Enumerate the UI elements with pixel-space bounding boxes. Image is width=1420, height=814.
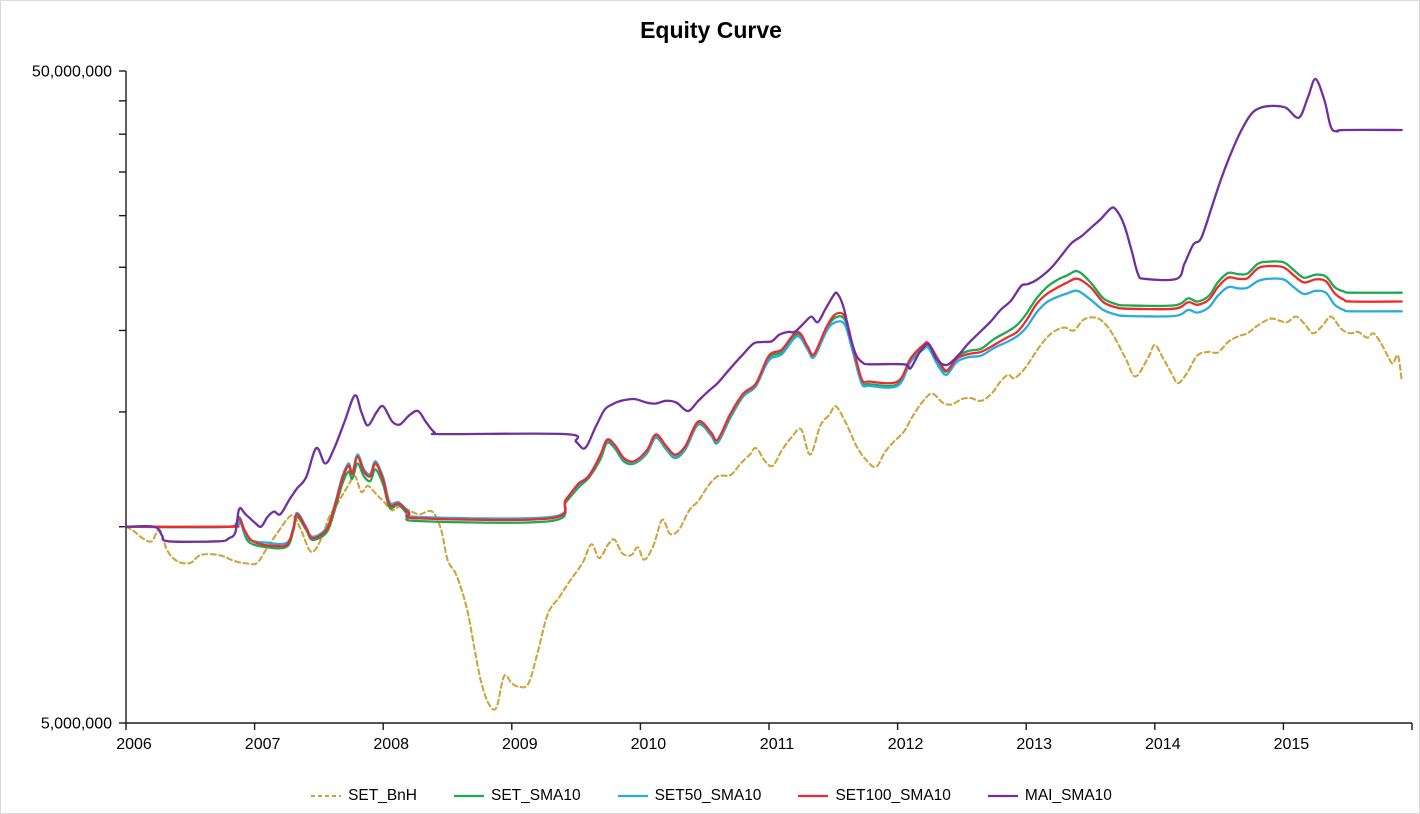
x-tick-label: 2011 xyxy=(760,736,795,753)
x-tick-label: 2013 xyxy=(1016,736,1052,753)
x-tick-label: 2012 xyxy=(888,736,924,753)
x-tick-label: 2009 xyxy=(502,736,538,753)
y-tick-label: 5,000,000 xyxy=(41,716,112,733)
series-line-SET_BnH xyxy=(124,315,1403,711)
axes xyxy=(119,70,1413,730)
series-line-MAI_SMA10 xyxy=(124,77,1403,543)
legend-item-SET50_SMA10: SET50_SMA10 xyxy=(617,787,762,805)
y-tick-label: 50,000,000 xyxy=(32,64,112,81)
legend-swatch-SET50_SMA10 xyxy=(617,794,648,798)
series-line-SET50_SMA10 xyxy=(124,277,1403,546)
x-tick-label: 2007 xyxy=(245,736,281,753)
chart-title: Equity Curve xyxy=(640,17,782,43)
x-tick-label: 2014 xyxy=(1145,736,1181,753)
legend-item-SET_BnH: SET_BnH xyxy=(310,787,417,805)
series-line-SET100_SMA10 xyxy=(124,264,1403,548)
legend-swatch-SET_BnH xyxy=(311,794,342,798)
legend-label-SET100_SMA10: SET100_SMA10 xyxy=(835,787,951,804)
legend-label-SET50_SMA10: SET50_SMA10 xyxy=(654,787,762,804)
legend-item-MAI_SMA10: MAI_SMA10 xyxy=(987,787,1112,805)
legend-label-SET_SMA10: SET_SMA10 xyxy=(490,787,581,804)
x-tick-label: 2015 xyxy=(1274,736,1310,753)
legend-swatch-SET100_SMA10 xyxy=(798,794,829,798)
legend-label-SET_BnH: SET_BnH xyxy=(348,787,417,804)
x-tick-label: 2010 xyxy=(631,736,667,753)
legend-label-MAI_SMA10: MAI_SMA10 xyxy=(1024,787,1112,804)
legend-swatch-MAI_SMA10 xyxy=(987,794,1018,798)
x-tick-label: 2008 xyxy=(373,736,409,753)
legend-swatch-SET_SMA10 xyxy=(453,794,484,798)
x-tick-label: 2006 xyxy=(116,736,152,753)
chart-legend: SET_BnH SET_SMA10 SET50_SMA10 SET100_SMA10 M… xyxy=(1,787,1419,805)
legend-item-SET_SMA10: SET_SMA10 xyxy=(453,787,581,805)
legend-item-SET100_SMA10: SET100_SMA10 xyxy=(797,787,951,805)
